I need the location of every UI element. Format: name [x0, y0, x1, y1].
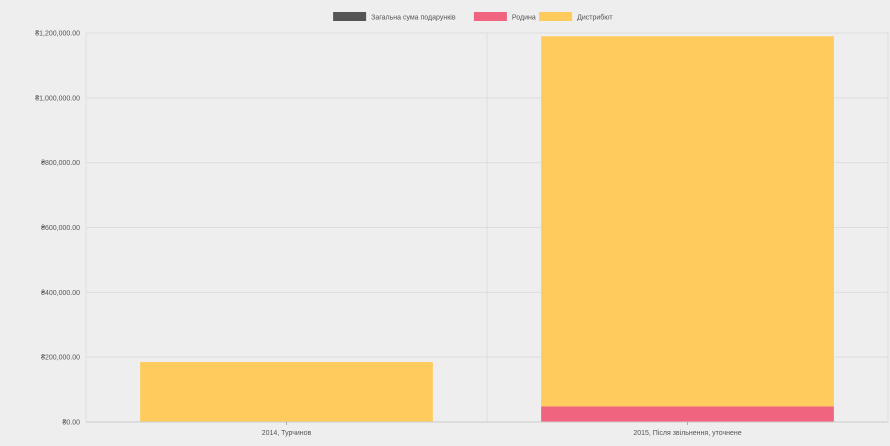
legend-label: Загальна сума подарунків	[371, 14, 456, 22]
legend[interactable]: Загальна сума подарунків Родина Дистрибют	[333, 12, 613, 22]
legend-item[interactable]: Загальна сума подарунків	[333, 12, 456, 22]
y-tick-label: ₴600,000.00	[41, 225, 80, 232]
legend-swatch	[473, 12, 507, 21]
legend-label: Дистрибют	[577, 14, 613, 22]
axis-layer: ₴0.00 ₴200,000.00 ₴400,000.00 ₴600,000.00 ₴8…	[35, 31, 888, 437]
x-tick-label: 2014, Турчинов	[262, 430, 312, 437]
legend-swatch	[539, 12, 573, 21]
legend-item[interactable]: Родина	[473, 12, 536, 22]
grid-layer	[85, 32, 889, 423]
bar-segment[interactable]	[140, 362, 433, 422]
y-tick-label: ₴400,000.00	[41, 290, 80, 297]
y-tick-label: ₴200,000.00	[41, 355, 80, 362]
x-tick-label: 2015, Після звільнення, уточнене	[633, 429, 741, 437]
legend-swatch	[333, 12, 367, 21]
bar-segment[interactable]	[541, 36, 834, 407]
y-tick-label: ₴800,000.00	[41, 160, 80, 167]
legend-label: Родина	[512, 15, 536, 22]
bar-segment[interactable]	[541, 406, 834, 422]
legend-item[interactable]: Дистрибют	[539, 12, 613, 22]
bars-layer	[140, 36, 834, 422]
y-tick-label: ₴1,200,000.00	[35, 31, 80, 38]
y-tick-label: ₴0.00	[62, 420, 80, 427]
y-tick-label: ₴1,000,000.00	[35, 95, 80, 102]
